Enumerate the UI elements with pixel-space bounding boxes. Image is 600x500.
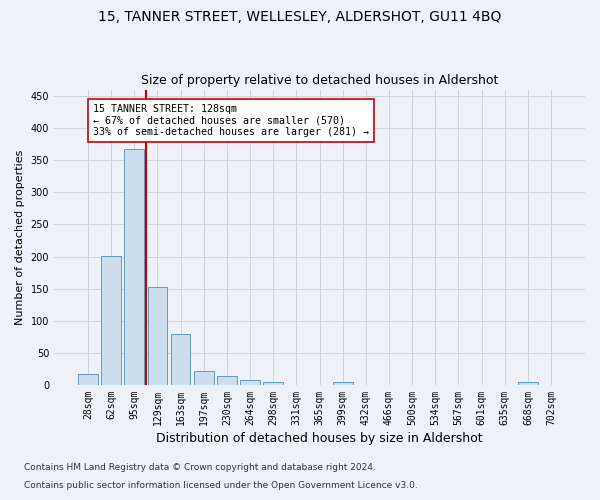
- Bar: [148, 286, 167, 385]
- Bar: [124, 150, 144, 385]
- Y-axis label: Number of detached properties: Number of detached properties: [15, 150, 25, 325]
- Bar: [240, 380, 260, 385]
- X-axis label: Distribution of detached houses by size in Aldershot: Distribution of detached houses by size …: [156, 432, 483, 445]
- Text: Contains HM Land Registry data © Crown copyright and database right 2024.: Contains HM Land Registry data © Crown c…: [24, 464, 376, 472]
- Bar: [101, 256, 121, 385]
- Bar: [518, 382, 538, 385]
- Text: 15, TANNER STREET, WELLESLEY, ALDERSHOT, GU11 4BQ: 15, TANNER STREET, WELLESLEY, ALDERSHOT,…: [98, 10, 502, 24]
- Bar: [263, 382, 283, 385]
- Bar: [217, 376, 237, 385]
- Bar: [333, 382, 353, 385]
- Bar: [171, 334, 190, 385]
- Bar: [78, 374, 98, 385]
- Text: 15 TANNER STREET: 128sqm
← 67% of detached houses are smaller (570)
33% of semi-: 15 TANNER STREET: 128sqm ← 67% of detach…: [92, 104, 368, 137]
- Text: Contains public sector information licensed under the Open Government Licence v3: Contains public sector information licen…: [24, 481, 418, 490]
- Title: Size of property relative to detached houses in Aldershot: Size of property relative to detached ho…: [141, 74, 498, 87]
- Bar: [194, 372, 214, 385]
